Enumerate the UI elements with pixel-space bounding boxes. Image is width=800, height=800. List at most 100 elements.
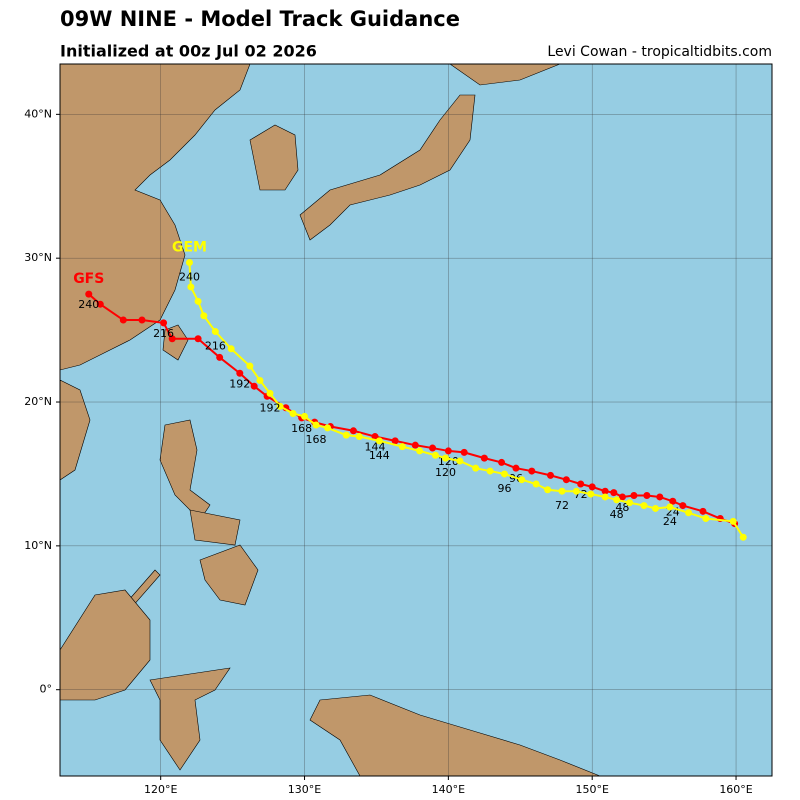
track-point: [699, 507, 707, 515]
x-tick-label: 130°E: [288, 783, 321, 796]
track-point: [324, 424, 332, 432]
track-point: [371, 433, 379, 441]
land: [159, 419, 211, 521]
model-label: GFS: [73, 271, 104, 287]
track-point: [431, 451, 439, 459]
track-point: [544, 486, 552, 494]
track-point: [572, 487, 580, 495]
hour-label: 120: [435, 466, 456, 479]
track-point: [138, 316, 146, 324]
track-point: [618, 493, 626, 501]
track-point: [250, 382, 258, 390]
x-tick-label: 150°E: [575, 783, 608, 796]
track-point: [398, 443, 406, 451]
model-label: GEM: [172, 239, 207, 255]
track-point: [651, 504, 659, 512]
land: [149, 667, 231, 771]
track-point: [194, 335, 202, 343]
track-point: [85, 290, 93, 298]
track-point: [512, 464, 520, 472]
frame: [59, 63, 773, 777]
track-point: [486, 467, 494, 475]
hour-label: 168: [306, 433, 327, 446]
track-point: [729, 517, 737, 525]
x-tick-label: 160°E: [719, 783, 752, 796]
track-point: [532, 480, 540, 488]
hour-label: 240: [179, 270, 200, 283]
track-point: [200, 312, 208, 320]
track-point: [194, 297, 202, 305]
track-point: [480, 454, 488, 462]
track-point: [375, 437, 383, 445]
track-point: [349, 427, 357, 435]
track-point: [558, 487, 566, 495]
track-point: [702, 515, 710, 523]
track-point: [411, 441, 419, 449]
track-point: [643, 492, 651, 500]
track-point: [276, 402, 284, 410]
y-tick-label: 20°N: [24, 395, 52, 408]
track-point: [289, 410, 297, 418]
land-group: [60, 64, 601, 776]
hour-label: 144: [369, 449, 390, 462]
hour-label: 216: [153, 327, 174, 340]
chart-subtitle: Initialized at 00z Jul 02 2026: [60, 42, 317, 61]
hour-label: 240: [78, 298, 99, 311]
track-point: [456, 457, 464, 465]
hour-label: 72: [555, 499, 569, 512]
land: [60, 589, 151, 701]
track-point: [312, 421, 320, 429]
land: [299, 94, 476, 241]
land: [449, 64, 561, 86]
y-tick-label: 10°N: [24, 539, 52, 552]
hour-label: 216: [205, 340, 226, 353]
land: [309, 694, 601, 776]
land: [249, 124, 299, 191]
hour-label: 24: [663, 515, 677, 528]
track-point: [266, 389, 274, 397]
track-point: [613, 496, 621, 504]
track-point: [227, 345, 235, 353]
track-point: [626, 499, 634, 507]
land: [189, 509, 241, 546]
track-point: [246, 362, 254, 370]
credit: Levi Cowan - tropicaltidbits.com: [547, 44, 772, 60]
track-point: [679, 502, 687, 510]
track-point: [301, 412, 309, 420]
track-point: [669, 497, 677, 505]
x-tick-label: 120°E: [144, 783, 177, 796]
track-point: [342, 431, 350, 439]
hour-label: 168: [291, 422, 312, 435]
x-tick-label: 140°E: [432, 783, 465, 796]
track-point: [119, 316, 127, 324]
track-point: [577, 480, 585, 488]
track-point: [160, 319, 168, 327]
hour-label: 96: [497, 482, 511, 495]
land: [60, 64, 251, 371]
track-point: [444, 447, 452, 455]
track-point: [168, 335, 176, 343]
track-point: [518, 476, 526, 484]
track-point: [610, 489, 618, 497]
hour-label: 192: [229, 377, 250, 390]
land: [199, 544, 259, 606]
track-point: [666, 503, 674, 511]
track-point: [187, 283, 195, 291]
track-point: [528, 467, 536, 475]
track-point: [640, 502, 648, 510]
track-point: [588, 483, 596, 491]
hour-label: 192: [260, 401, 281, 414]
track-point: [601, 487, 609, 495]
track-point: [587, 490, 595, 498]
track-point: [256, 376, 264, 384]
hour-label: 48: [610, 508, 624, 521]
chart-title: 09W NINE - Model Track Guidance: [60, 7, 460, 31]
track-point: [685, 509, 693, 517]
track-point: [656, 493, 664, 501]
y-tick-label: 40°N: [24, 107, 52, 120]
plot-area: 24487296120144168192216240GFS24487296120…: [60, 64, 772, 776]
track-point: [236, 369, 244, 377]
track-point: [355, 433, 363, 441]
track-point: [562, 476, 570, 484]
